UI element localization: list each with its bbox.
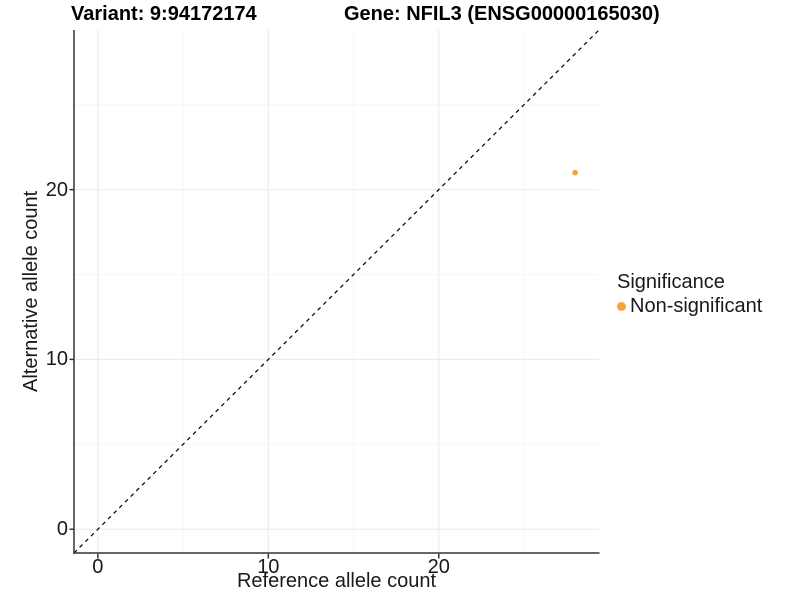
x-axis-title: Reference allele count bbox=[236, 570, 436, 592]
y-tick-label: 0 bbox=[56, 518, 68, 541]
x-tick-label: 20 bbox=[427, 556, 450, 578]
y-tick-label: 20 bbox=[45, 178, 68, 201]
y-axis-title: Alternative allele count bbox=[20, 190, 42, 393]
y-tick-label: 10 bbox=[45, 348, 68, 371]
identity-line bbox=[73, 30, 600, 554]
legend: Significance Non-significant bbox=[617, 271, 762, 318]
plot-title-gene: Gene: NFIL3 (ENSG00000165030) bbox=[344, 3, 660, 25]
legend-item: Non-significant bbox=[617, 294, 762, 318]
legend-title: Significance bbox=[617, 271, 725, 293]
legend-point-icon bbox=[617, 301, 626, 311]
x-tick-label: 0 bbox=[92, 556, 104, 578]
plot-panel bbox=[69, 30, 600, 559]
data-point bbox=[572, 169, 578, 176]
plot-title-variant: Variant: 9:94172174 bbox=[71, 3, 257, 25]
x-tick-label: 10 bbox=[257, 556, 280, 578]
legend-item-label: Non-significant bbox=[630, 295, 763, 317]
